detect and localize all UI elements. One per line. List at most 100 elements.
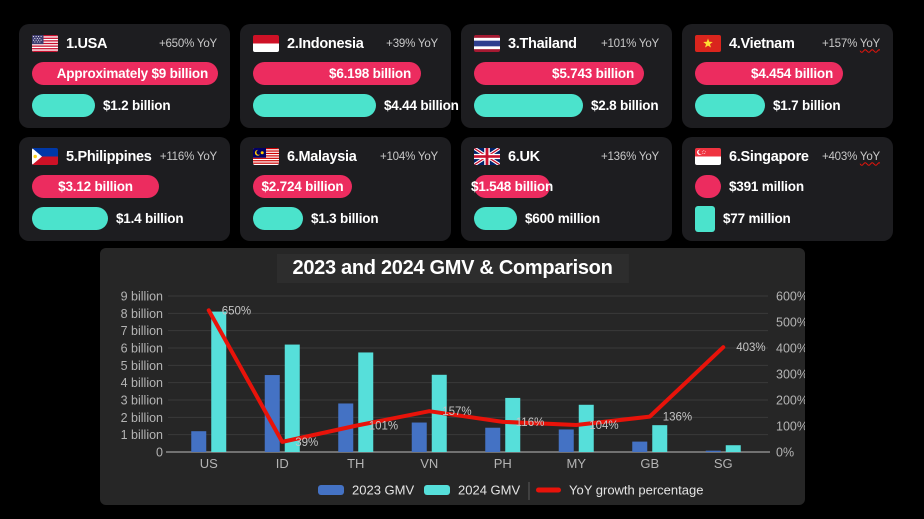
- card-title: 5.Philippines: [66, 148, 152, 165]
- gmv-comparison-chart: 9 billion 8 billion 7 billion 6 billion 5 bi…: [121, 290, 805, 500]
- gmv-2023-pill: [253, 207, 303, 230]
- country-card-philippines: 5.Philippines +116% YoY $3.12 billion $3…: [19, 137, 230, 241]
- yoy-point-label-VN: 157%: [442, 406, 471, 418]
- left-axis-tick: 1 billion: [121, 428, 163, 442]
- yoy-growth: +403% YoY: [822, 151, 880, 163]
- gmv-2023-label: $1.7 billion: [773, 98, 841, 113]
- bar-2024-PH: [505, 397, 521, 452]
- uk-flag-icon: [474, 148, 500, 165]
- gmv-2023-row: $1.3 billion: [253, 207, 438, 230]
- yoy-value: +39%: [386, 37, 416, 50]
- right-axis-tick: 0%: [776, 446, 794, 460]
- gmv-2023-row: $600 million: [474, 207, 659, 230]
- right-axis-tick: 100%: [776, 420, 805, 434]
- x-axis-label-GB: GB: [640, 456, 659, 471]
- gmv-2024-label: $3.12 billion: [58, 179, 133, 194]
- yoy-value: +136%: [600, 150, 637, 163]
- card-header: 1.USA +650% YoY: [32, 35, 217, 52]
- card-title: 6.Singapore: [729, 148, 809, 165]
- yoy-value: +101%: [600, 37, 637, 50]
- thailand-flag-icon: [474, 35, 500, 52]
- right-axis-tick: 300%: [776, 368, 805, 382]
- bar-2024-ID: [284, 344, 300, 452]
- gmv-2023-label: $77 million: [723, 211, 791, 226]
- gmv-2024-pill: $1.548 billion: [471, 175, 553, 198]
- yoy-suffix: YoY: [859, 150, 880, 163]
- gmv-2023-row: $4.44 billion: [253, 94, 459, 117]
- yoy-point-label-PH: 116%: [516, 417, 545, 429]
- gmv-2024-pill: Approximately $9 billion: [32, 62, 218, 85]
- bar-2023-SG: [705, 450, 721, 452]
- legend-label-2023: 2023 GMV: [352, 483, 414, 498]
- country-card-uk: 6.UK +136% YoY $1.548 billion $1.548 bil…: [461, 137, 672, 241]
- yoy-point-label-GB: 136%: [663, 412, 692, 424]
- card-header: 5.Philippines +116% YoY: [32, 148, 217, 165]
- yoy-value: +403%: [821, 150, 858, 163]
- right-axis-tick: 200%: [776, 394, 805, 408]
- gmv-2023-pill: [32, 207, 108, 230]
- gmv-2023-label: $600 million: [525, 211, 600, 226]
- yoy-suffix: YoY: [417, 37, 438, 50]
- yoy-growth: +39% YoY: [386, 38, 438, 50]
- vietnam-flag-icon: [695, 35, 721, 52]
- left-axis-tick: 2 billion: [121, 411, 163, 425]
- gmv-2024-row: $2.724 billion $2.724 billion: [253, 175, 438, 198]
- card-header: 3.Thailand +101% YoY: [474, 35, 659, 52]
- gmv-2023-label: $1.2 billion: [103, 98, 171, 113]
- gmv-2024-pill: $5.743 billion: [474, 62, 644, 85]
- gmv-2024-pill: $4.454 billion: [695, 62, 843, 85]
- yoy-suffix: YoY: [638, 37, 659, 50]
- bar-2023-US: [191, 431, 207, 452]
- left-axis-tick: 7 billion: [121, 324, 163, 338]
- yoy-growth: +101% YoY: [601, 38, 659, 50]
- left-axis-tick: 4 billion: [121, 376, 163, 390]
- gmv-2023-label: $4.44 billion: [384, 98, 459, 113]
- left-axis-tick: 6 billion: [121, 342, 163, 356]
- gmv-2023-row: $1.7 billion: [695, 94, 880, 117]
- card-title: 1.USA: [66, 35, 108, 52]
- yoy-growth-line: [206, 308, 726, 444]
- country-card-usa: 1.USA +650% YoY Approximately $9 billion…: [19, 24, 230, 128]
- gmv-2023-row: $1.4 billion: [32, 207, 217, 230]
- yoy-point-label-ID: 39%: [295, 437, 318, 449]
- right-axis-tick: 600%: [776, 290, 805, 304]
- yoy-value: +650%: [158, 37, 195, 50]
- yoy-suffix: YoY: [196, 150, 217, 163]
- legend-swatch-2023: [318, 485, 344, 495]
- gmv-2024-pill: $391 million: [695, 175, 721, 198]
- gmv-2023-row: $1.2 billion: [32, 94, 217, 117]
- yoy-point-label-TH: 101%: [369, 421, 398, 433]
- gmv-2024-label-outside: $391 million: [729, 179, 804, 194]
- gmv-2023-pill: [695, 94, 765, 117]
- gmv-2023-pill: [32, 94, 95, 117]
- legend-label-2024: 2024 GMV: [458, 483, 520, 498]
- bar-2023-VN: [411, 422, 427, 452]
- chart-title: 2023 and 2024 GMV & Comparison: [276, 254, 629, 283]
- card-title: 6.Malaysia: [287, 148, 357, 165]
- yoy-suffix: YoY: [417, 150, 438, 163]
- yoy-value: +157%: [821, 37, 858, 50]
- gmv-2024-row: $391 million $391 million: [695, 175, 880, 198]
- bar-2023-MY: [558, 429, 574, 452]
- gmv-2023-row: $2.8 billion: [474, 94, 659, 117]
- bar-2023-GB: [632, 441, 648, 452]
- card-title: 3.Thailand: [508, 35, 577, 52]
- yoy-point-label-US: 650%: [222, 305, 251, 317]
- stats-cards-grid: 1.USA +650% YoY Approximately $9 billion…: [19, 24, 893, 241]
- left-axis-tick: 0: [156, 446, 163, 460]
- x-axis-label-VN: VN: [420, 456, 438, 471]
- gmv-2024-label: $2.724 billion: [261, 179, 344, 194]
- bar-2024-SG: [725, 445, 741, 452]
- left-axis-tick: 5 billion: [121, 359, 163, 373]
- chart-panel: 2023 and 2024 GMV & Comparison 9 billion…: [100, 248, 805, 505]
- usa-flag-icon: [32, 35, 58, 52]
- gmv-2024-row: $4.454 billion $4.454 billion: [695, 62, 880, 85]
- left-axis-tick: 9 billion: [121, 290, 163, 304]
- gmv-2023-row: $77 million: [695, 205, 880, 232]
- legend-swatch-2024: [424, 485, 450, 495]
- gmv-2023-label: $1.4 billion: [116, 211, 184, 226]
- gmv-2024-pill: $2.724 billion: [253, 175, 352, 198]
- gmv-2023-pill: [474, 94, 583, 117]
- bar-2024-MY: [578, 404, 594, 452]
- legend-label-yoy: YoY growth percentage: [569, 483, 703, 498]
